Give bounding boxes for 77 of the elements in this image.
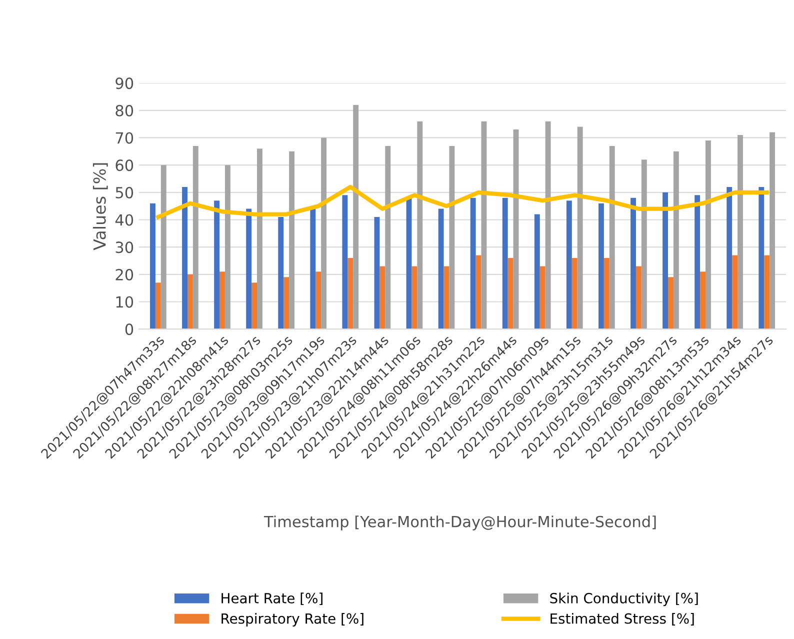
- bar: [353, 104, 359, 330]
- y-tick-label: 90: [116, 78, 134, 90]
- y-tick-label: 30: [116, 242, 134, 254]
- y-tick-label: 0: [125, 324, 134, 336]
- bar: [572, 258, 578, 330]
- y-axis-title: Values [%]: [92, 163, 108, 250]
- bar: [758, 186, 764, 330]
- bar: [732, 255, 738, 330]
- bar: [502, 198, 508, 330]
- bar: [726, 186, 732, 330]
- bar: [342, 195, 348, 330]
- bar: [182, 186, 188, 330]
- bar: [700, 272, 706, 330]
- bar: [508, 258, 514, 330]
- bar: [641, 160, 647, 330]
- bar: [604, 258, 610, 330]
- legend-label: Skin Conductivity [%]: [550, 592, 698, 606]
- bar: [220, 272, 225, 330]
- bar: [224, 165, 230, 330]
- bar: [380, 266, 386, 330]
- y-tick-label: 70: [116, 132, 134, 144]
- x-axis-title: Timestamp [Year-Month-Day@Hour-Minute-Second]: [264, 516, 656, 530]
- bar: [636, 266, 642, 330]
- bar: [470, 198, 476, 330]
- legend-label: Estimated Stress [%]: [550, 613, 694, 626]
- bar: [630, 198, 636, 330]
- bar: [438, 208, 444, 330]
- bar: [289, 151, 294, 330]
- bar: [385, 146, 391, 330]
- bar: [668, 277, 674, 330]
- bar: [310, 208, 316, 330]
- bar: [545, 121, 551, 330]
- y-tick-label: 80: [116, 104, 134, 116]
- bar: [316, 272, 322, 330]
- bar: [417, 121, 423, 330]
- line-series: [156, 184, 769, 220]
- y-tick-label: 60: [116, 160, 134, 172]
- bar: [540, 266, 546, 330]
- bar: [673, 151, 679, 330]
- bar: [412, 266, 418, 330]
- bar: [321, 138, 327, 330]
- bar: [187, 274, 193, 330]
- y-tick-label: 10: [116, 296, 134, 308]
- y-tick-label: 20: [116, 268, 134, 280]
- bar: [764, 255, 770, 330]
- bar: [738, 135, 743, 330]
- legend-label: Heart Rate [%]: [222, 592, 322, 606]
- bar: [476, 255, 482, 330]
- bar: [481, 121, 487, 330]
- bar: [534, 214, 540, 330]
- bar: [374, 217, 380, 330]
- bar: [278, 217, 284, 330]
- y-tick-label: 40: [115, 214, 134, 226]
- bar: [214, 200, 220, 330]
- bar: [257, 148, 262, 330]
- bar: [150, 203, 156, 330]
- bar: [566, 200, 572, 330]
- bar: [598, 203, 604, 330]
- bar: [449, 146, 455, 330]
- bar: [160, 165, 166, 330]
- bar: [705, 140, 711, 330]
- bar: [155, 282, 161, 330]
- bar: [246, 208, 252, 330]
- bar: [609, 146, 615, 330]
- bar: [577, 126, 583, 330]
- bar: [406, 198, 412, 330]
- bar: [252, 282, 257, 330]
- bar: [662, 192, 668, 330]
- bar: [770, 132, 776, 330]
- y-tick-label: 50: [116, 186, 134, 198]
- bar: [284, 277, 290, 330]
- bar: [192, 146, 198, 330]
- bar: [348, 258, 354, 330]
- bar: [694, 195, 700, 330]
- legend-label: Respiratory Rate [%]: [222, 613, 364, 626]
- bar: [513, 130, 519, 330]
- bar: [444, 266, 450, 330]
